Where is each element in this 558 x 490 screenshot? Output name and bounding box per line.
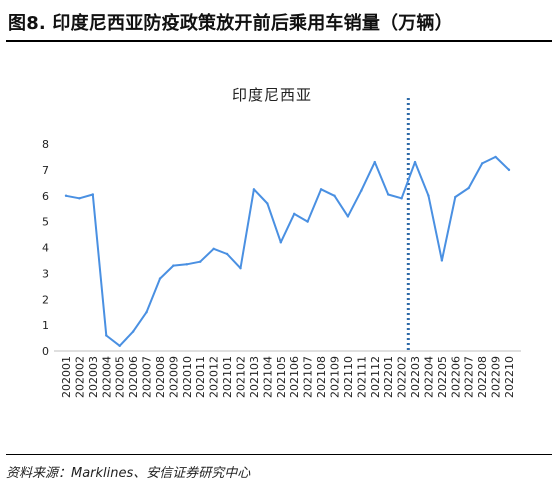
data-point <box>454 195 457 199</box>
y-tick-label: 2 <box>42 293 49 306</box>
x-tick-label: 202204 <box>422 356 435 398</box>
data-point <box>239 267 242 270</box>
x-tick-label: 202009 <box>167 356 180 398</box>
data-point <box>145 310 148 314</box>
data-point <box>172 264 175 267</box>
x-tick-label: 202008 <box>154 356 167 398</box>
x-tick-label: 202012 <box>208 356 221 398</box>
x-tick-label: 202208 <box>476 356 489 398</box>
x-tick-label: 202104 <box>261 356 274 398</box>
data-point <box>64 194 68 197</box>
data-point <box>386 193 390 196</box>
data-point <box>333 194 336 197</box>
data-point <box>225 252 229 256</box>
y-axis: 0 1 2 3 4 5 6 7 8 <box>42 138 49 358</box>
x-tick-label: 202003 <box>87 356 100 398</box>
x-tick-label: 202203 <box>409 356 422 398</box>
source-note: 资料来源：Marklines、安信证券研究中心 <box>6 466 251 481</box>
data-point <box>279 241 282 244</box>
plot-area <box>64 98 511 351</box>
y-tick-label: 5 <box>42 216 49 229</box>
y-tick-label: 1 <box>42 319 49 332</box>
x-tick-label: 202103 <box>248 356 261 398</box>
x-tick-label: 202201 <box>382 356 395 398</box>
data-point <box>212 247 215 250</box>
x-tick-label: 202111 <box>355 356 368 398</box>
data-point <box>400 197 403 200</box>
x-tick-label: 202007 <box>141 356 154 398</box>
x-tick-label: 202106 <box>288 356 301 398</box>
x-tick-label: 202210 <box>503 356 516 398</box>
y-tick-label: 8 <box>42 138 49 151</box>
data-point <box>293 212 296 216</box>
x-tick-label: 202101 <box>221 356 234 398</box>
bottom-rule <box>6 454 552 455</box>
data-point <box>480 162 484 165</box>
x-tick-label: 202112 <box>369 356 382 398</box>
figure-title: 图8. 印度尼西亚防疫政策放开前后乘用车销量（万辆） <box>8 13 453 34</box>
chart-title: 印度尼西亚 <box>232 86 312 104</box>
data-point <box>319 188 323 191</box>
x-axis: 202001 202002 202003 202004 202005 202006 2020… <box>54 350 521 398</box>
data-point <box>373 160 376 164</box>
x-tick-label: 202108 <box>315 356 328 398</box>
data-point <box>252 188 256 191</box>
x-tick-label: 202006 <box>127 356 140 398</box>
data-point <box>306 220 309 223</box>
y-tick-label: 7 <box>42 164 49 177</box>
x-tick-label: 202107 <box>302 356 315 398</box>
data-point <box>467 186 470 190</box>
data-point <box>494 155 497 159</box>
y-tick-label: 0 <box>42 345 49 358</box>
figure-header: 图8. 印度尼西亚防疫政策放开前后乘用车销量（万辆） <box>0 0 558 40</box>
x-tick-label: 202202 <box>396 356 409 398</box>
top-rule <box>6 40 552 42</box>
x-tick-label: 202207 <box>463 356 476 398</box>
x-tick-label: 202209 <box>490 356 503 398</box>
data-point <box>266 202 269 205</box>
y-tick-label: 3 <box>42 267 49 280</box>
y-tick-label: 6 <box>42 190 49 203</box>
x-tick-label: 202011 <box>194 356 207 398</box>
x-tick-label: 202110 <box>342 356 355 398</box>
x-tick-label: 202105 <box>275 356 288 398</box>
data-point <box>91 193 95 196</box>
x-tick-label: 202001 <box>60 356 73 398</box>
x-tick-label: 202010 <box>181 356 194 398</box>
data-point <box>78 197 81 200</box>
sales-series-line <box>65 155 510 347</box>
data-point <box>507 168 511 172</box>
data-point <box>427 194 430 197</box>
x-tick-label: 202206 <box>449 356 462 398</box>
line-chart: 印度尼西亚 0 1 2 3 4 5 6 7 8 202001 202002 202003 202004… <box>42 86 521 398</box>
data-point <box>360 189 363 192</box>
data-point <box>199 260 202 263</box>
x-tick-label: 202102 <box>235 356 248 398</box>
data-point <box>158 277 162 280</box>
data-point <box>346 215 350 218</box>
data-point <box>440 259 444 262</box>
data-point <box>131 330 135 333</box>
data-point <box>105 334 108 337</box>
x-tick-label: 202002 <box>73 356 86 398</box>
data-point <box>413 160 417 164</box>
data-point <box>118 344 121 348</box>
x-tick-label: 202109 <box>328 356 341 398</box>
x-tick-label: 202004 <box>100 356 113 398</box>
x-tick-label: 202005 <box>114 356 127 398</box>
y-tick-label: 4 <box>42 242 49 255</box>
data-point <box>185 263 189 266</box>
x-tick-label: 202205 <box>436 356 449 398</box>
